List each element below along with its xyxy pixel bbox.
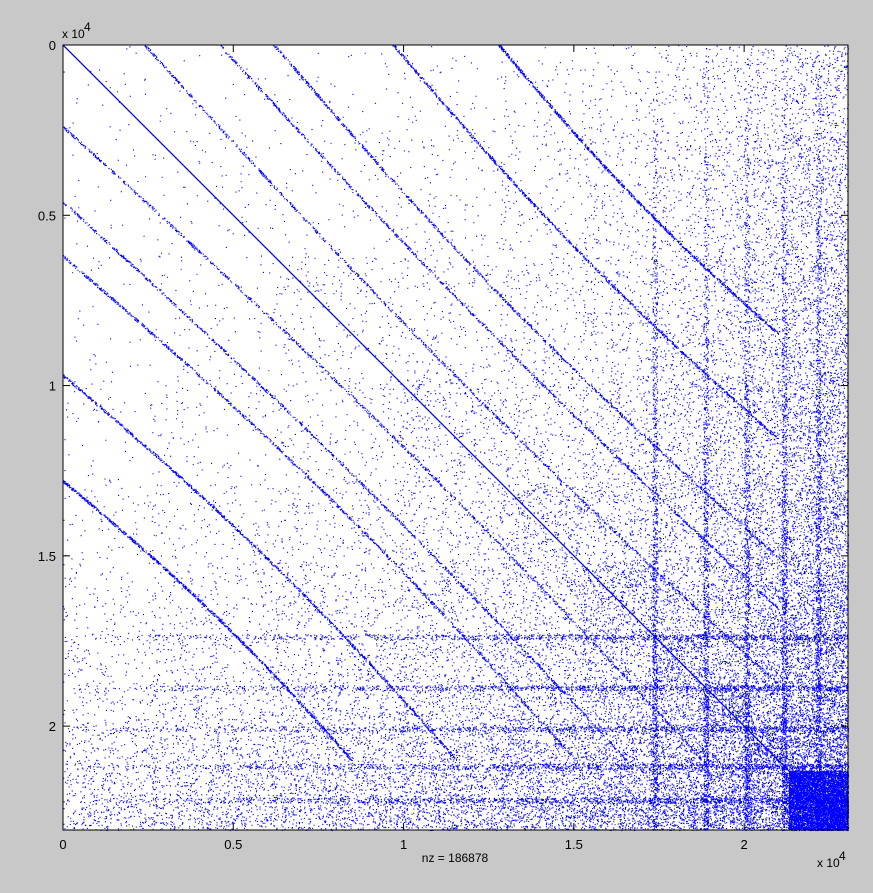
nonzero-marker-cloud <box>63 45 850 832</box>
x-exponent-power: 4 <box>839 849 846 863</box>
x-tick-label: 1 <box>400 837 407 852</box>
y-exponent-label: x 10 <box>62 27 85 41</box>
axis-ticks: 0 0.5 1 1.5 2 0 0.5 1 1.5 2 <box>38 38 848 852</box>
x-tick-label: 2 <box>741 837 748 852</box>
y-tick-label: 2 <box>49 719 56 734</box>
y-tick-label: 0 <box>49 38 56 53</box>
x-axis-nz-label: nz = 186878 <box>422 851 489 865</box>
y-tick-label: 1 <box>49 379 56 394</box>
x-tick-label: 1.5 <box>565 837 583 852</box>
x-tick-label: 0.5 <box>224 837 242 852</box>
nonzero-markers <box>63 45 850 832</box>
axes-frame <box>62 44 849 831</box>
y-exponent-power: 4 <box>84 20 91 34</box>
x-tick-label: 0 <box>59 837 66 852</box>
y-tick-label: 0.5 <box>38 208 56 223</box>
y-tick-label: 1.5 <box>38 549 56 564</box>
x-exponent-label: x 10 <box>817 856 840 870</box>
